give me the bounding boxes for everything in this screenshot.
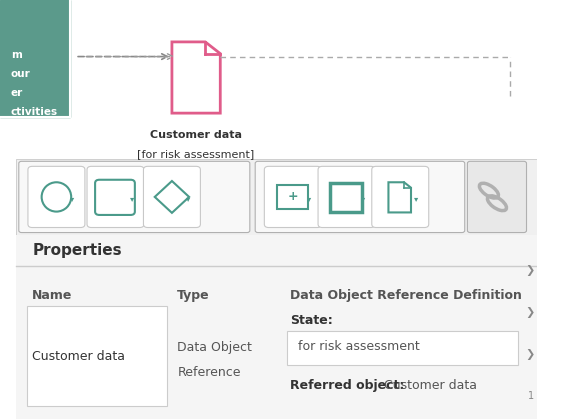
Text: ❯: ❯ <box>525 307 535 318</box>
Text: ▾: ▾ <box>414 194 418 204</box>
Text: for risk assessment: for risk assessment <box>298 340 420 354</box>
Text: ❯: ❯ <box>525 265 535 276</box>
Text: er: er <box>11 88 23 98</box>
Text: Customer data: Customer data <box>32 349 125 363</box>
FancyBboxPatch shape <box>16 159 538 235</box>
Text: Data Object: Data Object <box>177 341 252 354</box>
Text: Properties: Properties <box>32 243 122 258</box>
Text: [for risk assessment]: [for risk assessment] <box>137 149 255 159</box>
Text: ctivities: ctivities <box>11 107 58 117</box>
Text: ▾: ▾ <box>70 194 75 204</box>
Text: State:: State: <box>290 314 333 327</box>
FancyBboxPatch shape <box>0 0 70 117</box>
Text: +: + <box>287 190 298 204</box>
FancyBboxPatch shape <box>372 166 429 228</box>
FancyBboxPatch shape <box>28 166 85 228</box>
FancyBboxPatch shape <box>255 161 465 233</box>
Text: Customer data: Customer data <box>150 130 242 140</box>
FancyBboxPatch shape <box>27 306 167 406</box>
FancyBboxPatch shape <box>318 166 375 228</box>
FancyBboxPatch shape <box>19 161 250 233</box>
FancyBboxPatch shape <box>287 331 518 365</box>
Text: ▾: ▾ <box>129 194 134 204</box>
Text: ▾: ▾ <box>186 194 190 204</box>
FancyBboxPatch shape <box>143 166 200 228</box>
Polygon shape <box>172 42 220 113</box>
Text: 1: 1 <box>528 391 535 401</box>
FancyBboxPatch shape <box>264 166 321 228</box>
Text: our: our <box>11 69 31 79</box>
Text: Customer data: Customer data <box>384 379 477 392</box>
Text: Data Object Reference Definition: Data Object Reference Definition <box>290 289 522 302</box>
Text: Reference: Reference <box>177 366 241 380</box>
Text: ▾: ▾ <box>307 194 311 204</box>
Text: ▾: ▾ <box>361 194 365 204</box>
Text: Type: Type <box>177 289 210 302</box>
Text: Name: Name <box>32 289 73 302</box>
Text: ❯: ❯ <box>525 349 535 360</box>
Text: m: m <box>11 50 22 60</box>
FancyBboxPatch shape <box>87 166 144 228</box>
FancyBboxPatch shape <box>16 235 538 419</box>
FancyBboxPatch shape <box>467 161 527 233</box>
Text: Referred object:: Referred object: <box>290 379 404 392</box>
